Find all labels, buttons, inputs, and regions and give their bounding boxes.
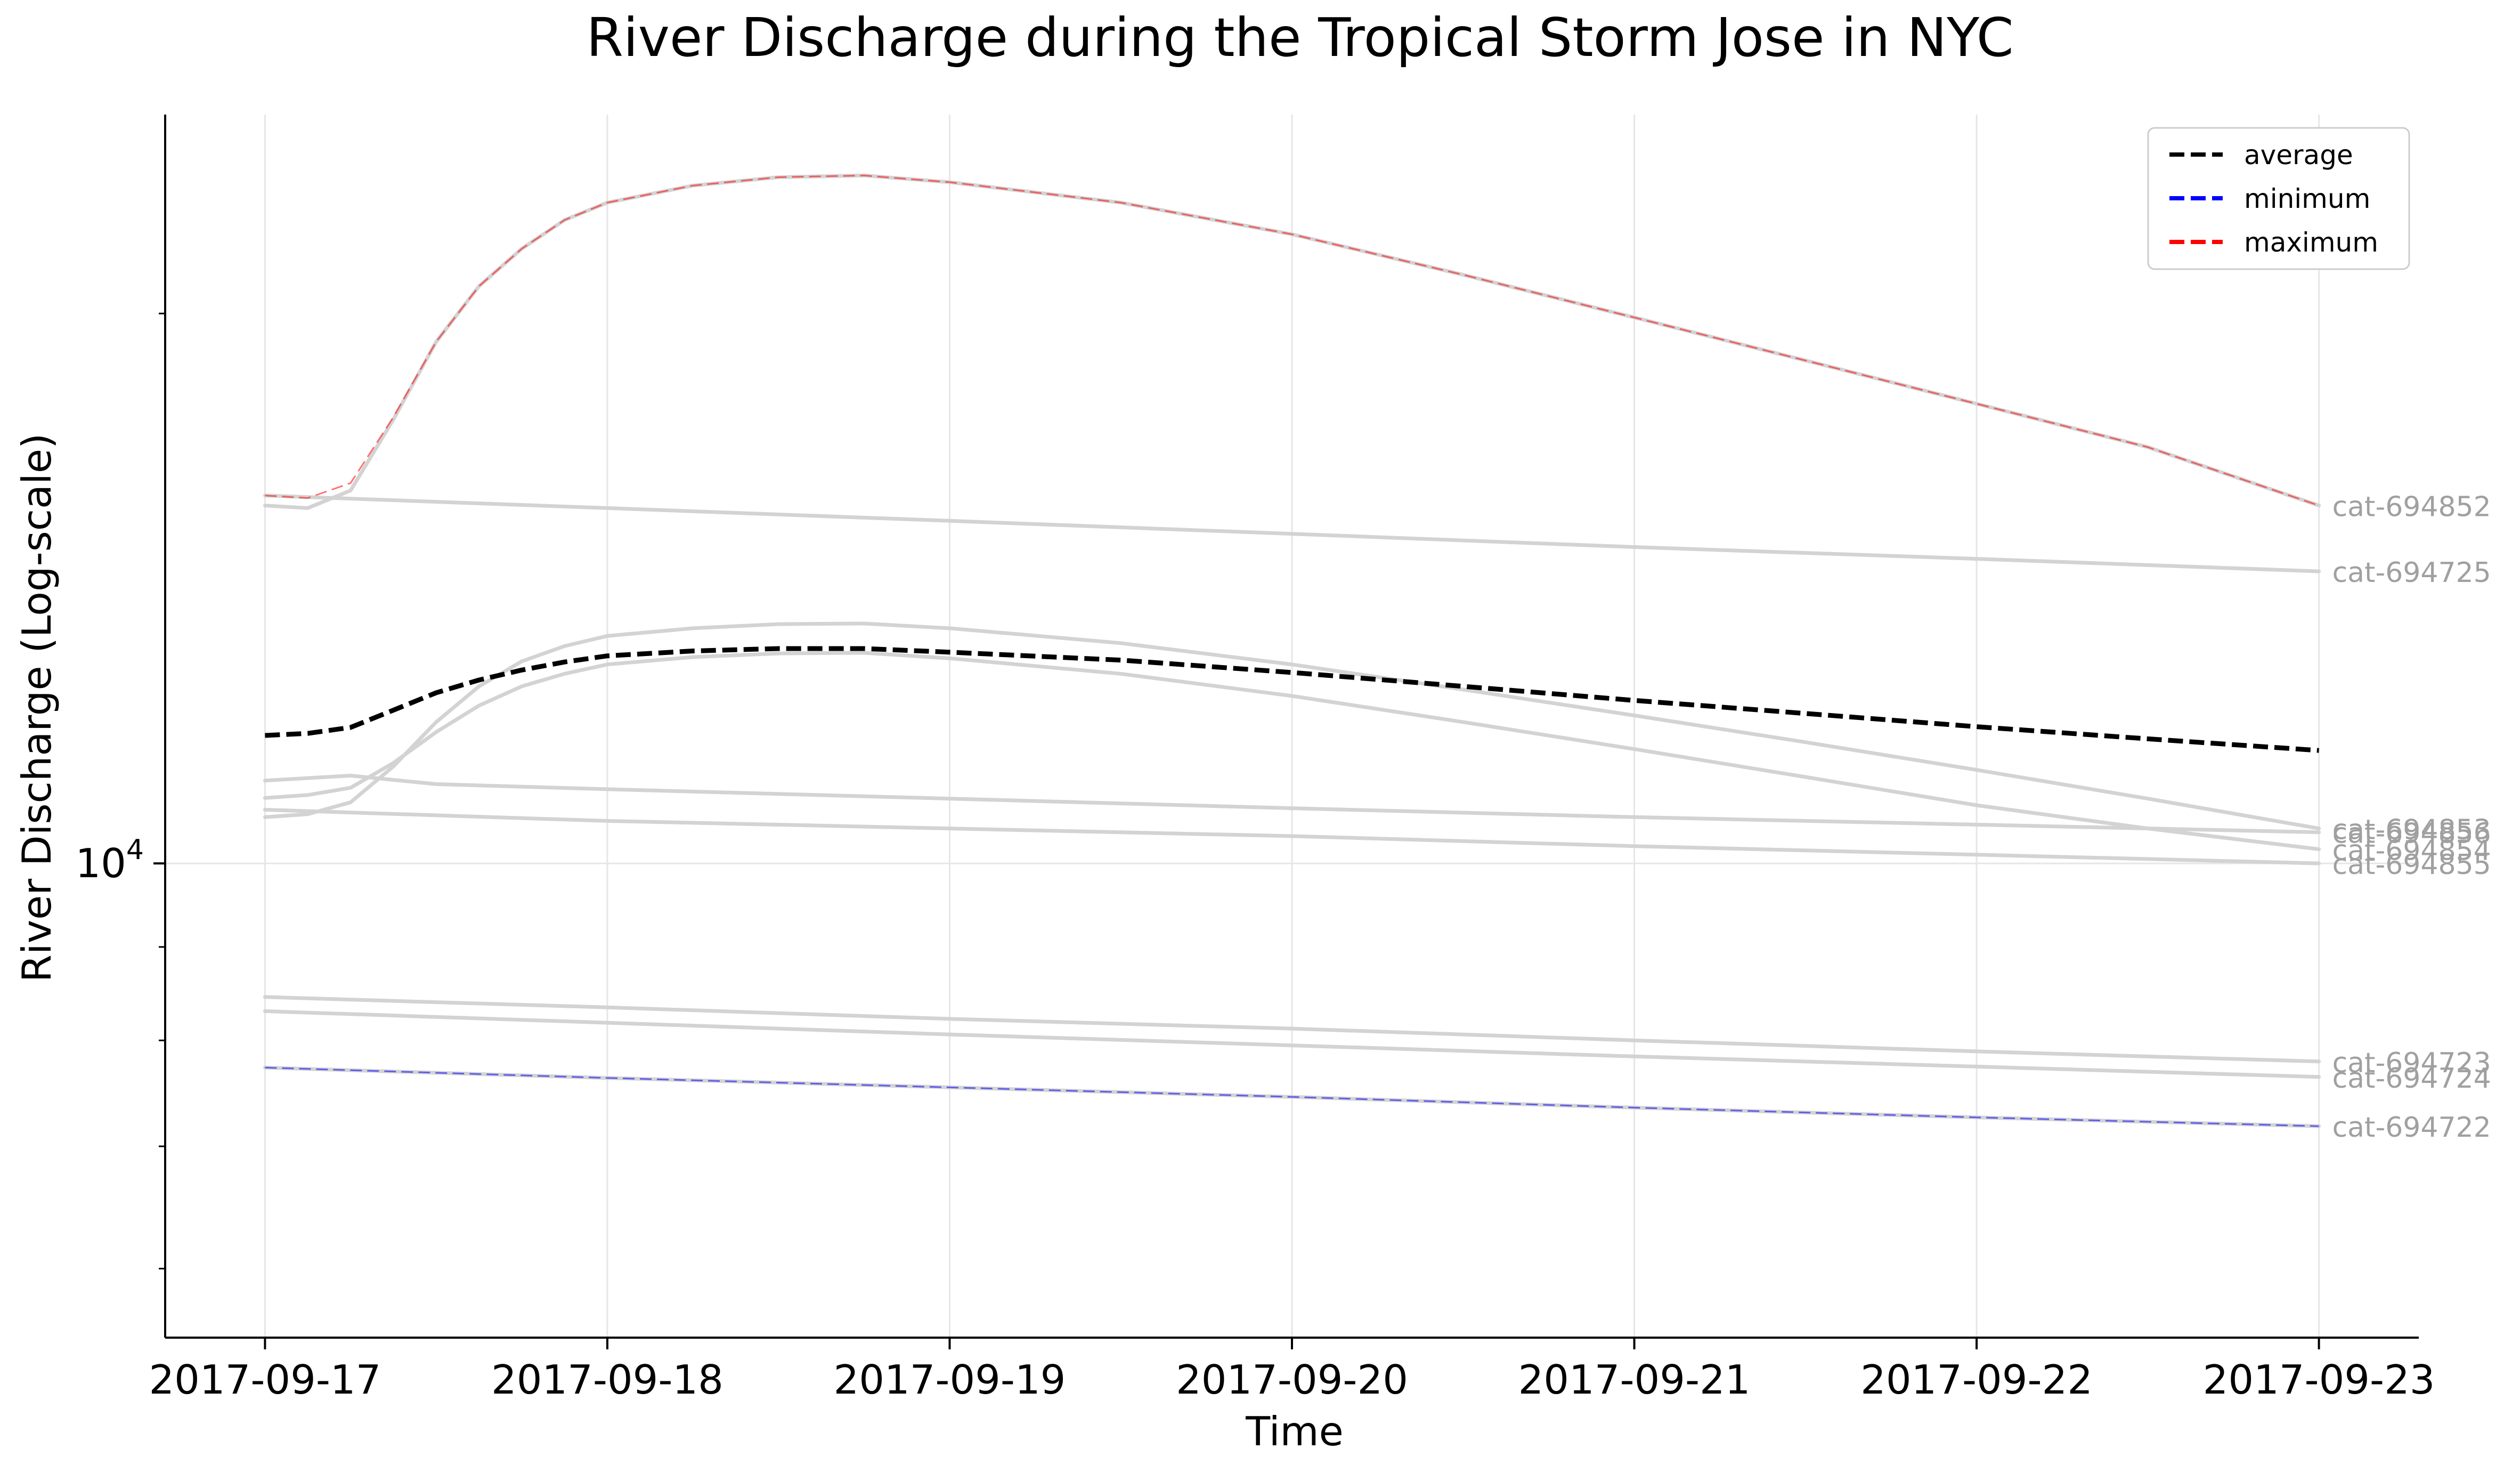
legend-average-label: average (2244, 140, 2353, 171)
series-label-cat-694853: cat-694853 (2332, 814, 2491, 846)
series-labels: cat-694852 cat-694725 cat-694853cat-694854… (2332, 491, 2491, 1144)
x-tick-label: 2017-09-20 (1176, 1356, 1408, 1403)
series-label-cat-694722: cat-694722 (2332, 1112, 2491, 1144)
x-tick-label: 2017-09-23 (2203, 1356, 2435, 1403)
series-line-cat-694855 (263, 807, 2321, 865)
chart-title: River Discharge during the Tropical Stor… (586, 6, 2013, 69)
y-axis-ticks: 104 (75, 312, 165, 1269)
x-tick-label: 2017-09-19 (834, 1356, 1066, 1403)
legend-maximum-label: maximum (2244, 227, 2378, 258)
series-line-minimum (265, 1066, 2319, 1127)
series-label-cat-694855: cat-694855 (2332, 849, 2491, 881)
x-tick-label: 2017-09-22 (1860, 1356, 2093, 1403)
legend-box (2147, 127, 2410, 270)
series-line-cat-694854 (263, 651, 2321, 851)
x-axis-ticks: 2017-09-17 2017-09-18 2017-09-19 2017-09-20… (149, 1338, 2435, 1403)
series-label-cat-694723: cat-694723 (2332, 1047, 2491, 1079)
series-label-cat-694724: cat-694724 (2332, 1063, 2491, 1095)
series-line-cat-694724 (263, 1009, 2321, 1079)
series-label-cat-694852: cat-694852 (2332, 491, 2491, 523)
main-series-group (265, 174, 2320, 1127)
x-tick-label: 2017-09-18 (491, 1356, 724, 1403)
series-line-cat-694725 (263, 493, 2321, 573)
series-line-maximum (265, 174, 2320, 507)
x-tick-label: 2017-09-17 (149, 1356, 381, 1403)
series-line-cat-694723 (263, 995, 2321, 1064)
series-line-average (265, 646, 2319, 753)
legend-minimum-label: minimum (2244, 183, 2370, 214)
series-label-cat-694854: cat-694854 (2332, 835, 2491, 867)
grid (165, 115, 2419, 1338)
y-tick-label: 104 (75, 834, 144, 887)
series-label-cat-694725: cat-694725 (2332, 557, 2491, 589)
x-tick-label: 2017-09-21 (1518, 1356, 1751, 1403)
series-label-cat-694856: cat-694856 (2332, 818, 2491, 850)
legend: average minimum maximum (2147, 127, 2410, 270)
x-axis-label: Time (1245, 1408, 1344, 1455)
series-line-cat-694856 (263, 773, 2321, 835)
y-axis-label: River Discharge (Log-scale) (13, 433, 60, 982)
